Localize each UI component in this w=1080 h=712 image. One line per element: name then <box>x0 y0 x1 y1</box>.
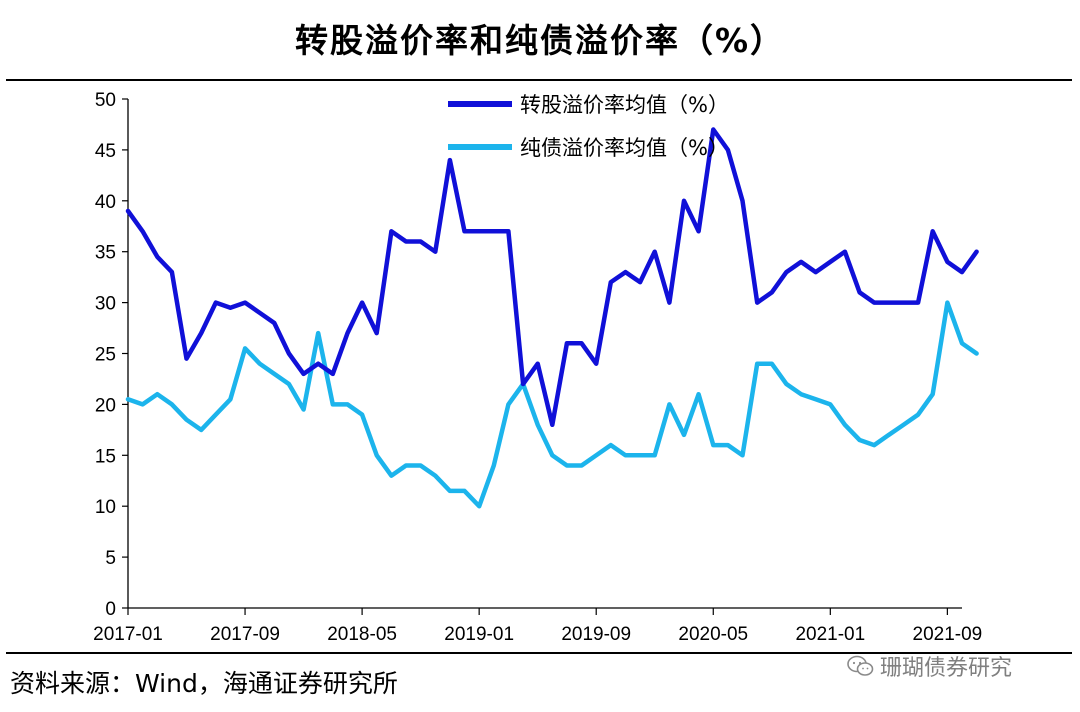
legend: 转股溢价率均值（%） 纯债溢价率均值（%） <box>448 93 729 160</box>
x-axis: 2017-01 2017-09 2018-05 2019-01 2019-09 2020-… <box>93 607 983 645</box>
y-axis: 0 5 10 15 20 25 30 35 40 45 50 <box>95 90 129 620</box>
watermark-text: 珊瑚债券研究 <box>880 656 1013 681</box>
legend-label-2: 纯债溢价率均值（%） <box>520 136 729 160</box>
x-tick-label: 2020-05 <box>678 624 748 645</box>
x-tick-label: 2019-01 <box>444 624 514 645</box>
y-tick-label: 10 <box>95 497 116 518</box>
y-tick-label: 5 <box>105 548 116 569</box>
wechat-icon <box>847 655 874 676</box>
y-tick-label: 0 <box>105 599 116 620</box>
line-chart: 0 5 10 15 20 25 30 35 40 45 50 2017-01 2017-09 2018-… <box>93 90 983 645</box>
x-tick-label: 2017-09 <box>210 624 280 645</box>
x-tick-label: 2019-09 <box>561 624 631 645</box>
x-tick-label: 2017-01 <box>93 624 163 645</box>
x-tick-label: 2021-01 <box>795 624 865 645</box>
chart-title: 转股溢价率和纯债溢价率（%） <box>294 21 786 60</box>
series-layer <box>125 127 979 509</box>
y-tick-label: 20 <box>95 395 116 416</box>
y-tick-label: 50 <box>95 90 116 111</box>
y-tick-label: 35 <box>95 243 116 264</box>
watermark: 珊瑚债券研究 <box>846 650 1012 682</box>
x-tick-label: 2018-05 <box>327 624 397 645</box>
y-tick-label: 45 <box>95 141 116 162</box>
series-line-1 <box>125 127 979 428</box>
bottom-rule <box>6 652 1072 654</box>
y-tick-label: 30 <box>95 294 116 315</box>
top-rule <box>6 79 1072 81</box>
y-tick-label: 15 <box>95 446 116 467</box>
x-tick-label: 2021-09 <box>913 624 983 645</box>
series-line-2 <box>125 300 979 509</box>
y-tick-label: 25 <box>95 345 116 366</box>
legend-label-1: 转股溢价率均值（%） <box>520 93 729 117</box>
y-tick-label: 40 <box>95 192 116 213</box>
source-note: 资料来源：Wind，海通证券研究所 <box>10 669 398 698</box>
